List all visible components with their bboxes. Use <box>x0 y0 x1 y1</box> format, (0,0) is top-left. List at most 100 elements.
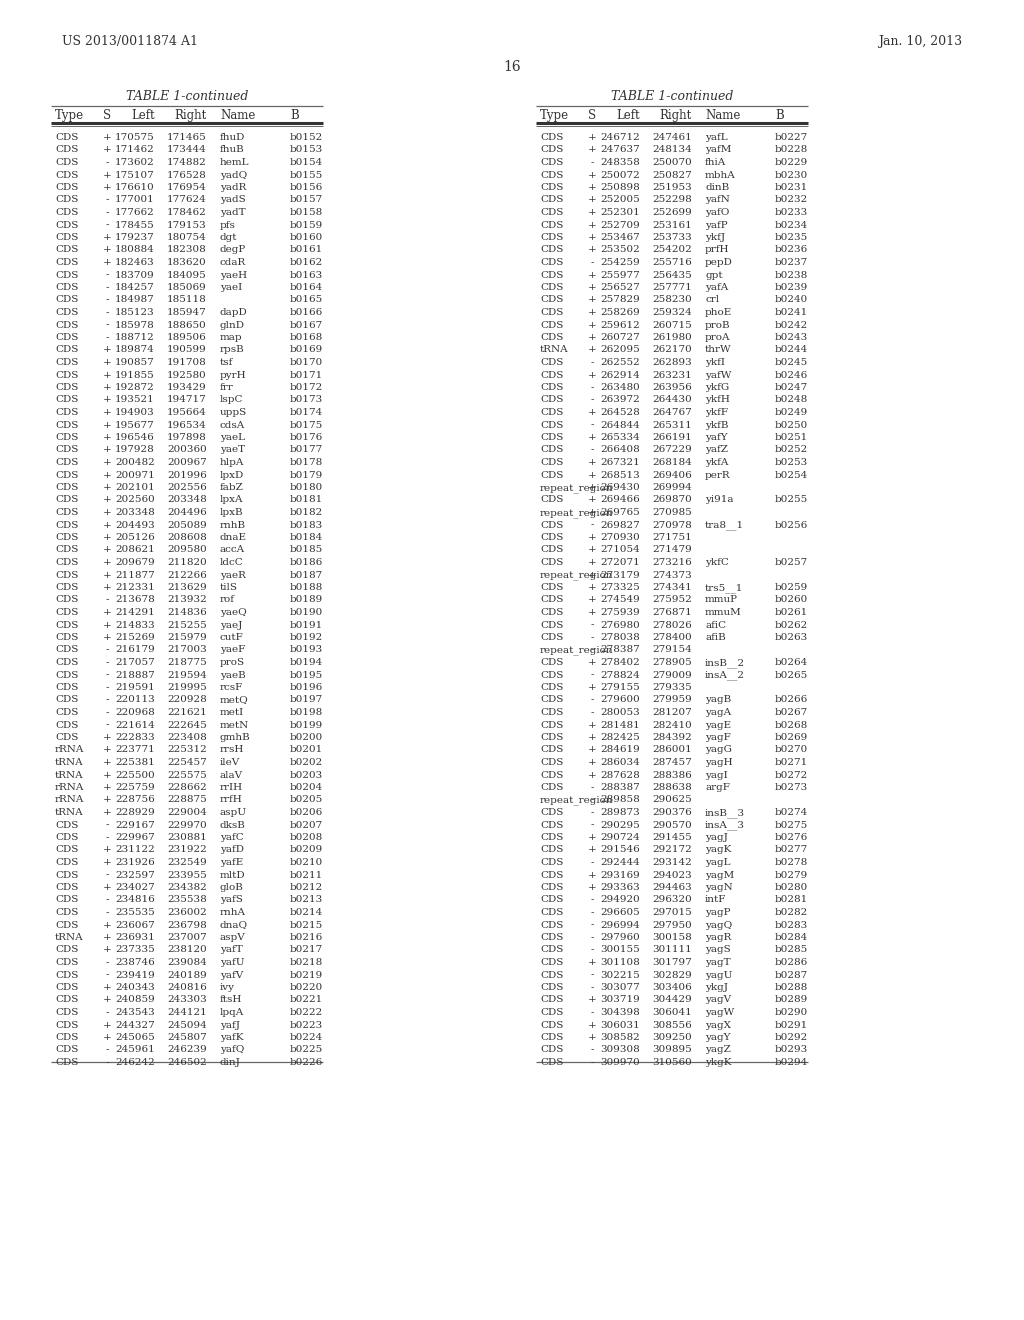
Text: 196534: 196534 <box>167 421 207 429</box>
Text: 214836: 214836 <box>167 609 207 616</box>
Text: 284392: 284392 <box>652 733 692 742</box>
Text: -: - <box>590 383 594 392</box>
Text: b0177: b0177 <box>290 446 324 454</box>
Text: insA__3: insA__3 <box>705 821 745 830</box>
Text: frr: frr <box>220 383 233 392</box>
Text: 301108: 301108 <box>600 958 640 968</box>
Text: -: - <box>105 158 109 168</box>
Text: 276980: 276980 <box>600 620 640 630</box>
Text: 265334: 265334 <box>600 433 640 442</box>
Text: CDS: CDS <box>55 945 79 954</box>
Text: CDS: CDS <box>540 1008 563 1016</box>
Text: -: - <box>105 721 109 730</box>
Text: 239419: 239419 <box>116 970 155 979</box>
Text: 190857: 190857 <box>116 358 155 367</box>
Text: 239084: 239084 <box>167 958 207 968</box>
Text: 248358: 248358 <box>600 158 640 168</box>
Text: b0211: b0211 <box>290 870 324 879</box>
Text: +: + <box>588 883 596 892</box>
Text: 266191: 266191 <box>652 433 692 442</box>
Text: 294463: 294463 <box>652 883 692 892</box>
Text: mmuM: mmuM <box>705 609 741 616</box>
Text: -: - <box>105 657 109 667</box>
Text: 232549: 232549 <box>167 858 207 867</box>
Text: -: - <box>590 783 594 792</box>
Text: CDS: CDS <box>55 470 79 479</box>
Text: 252298: 252298 <box>652 195 692 205</box>
Text: b0271: b0271 <box>775 758 808 767</box>
Text: yagX: yagX <box>705 1020 731 1030</box>
Text: b0269: b0269 <box>775 733 808 742</box>
Text: 208608: 208608 <box>167 533 207 543</box>
Text: glnD: glnD <box>220 321 245 330</box>
Text: CDS: CDS <box>540 908 563 917</box>
Text: gloB: gloB <box>220 883 244 892</box>
Text: -: - <box>590 821 594 829</box>
Text: 183620: 183620 <box>167 257 207 267</box>
Text: -: - <box>590 895 594 904</box>
Text: b0227: b0227 <box>775 133 808 143</box>
Text: b0290: b0290 <box>775 1008 808 1016</box>
Text: 240816: 240816 <box>167 983 207 993</box>
Text: b0240: b0240 <box>775 296 808 305</box>
Text: ykfF: ykfF <box>705 408 728 417</box>
Text: CDS: CDS <box>540 195 563 205</box>
Text: yagT: yagT <box>705 958 731 968</box>
Text: 288386: 288386 <box>652 771 692 780</box>
Text: +: + <box>588 246 596 255</box>
Text: rcsF: rcsF <box>220 682 244 692</box>
Text: aspV: aspV <box>220 933 246 942</box>
Text: 290625: 290625 <box>652 796 692 804</box>
Text: 185069: 185069 <box>167 282 207 292</box>
Text: CDS: CDS <box>55 682 79 692</box>
Text: 201996: 201996 <box>167 470 207 479</box>
Text: 195677: 195677 <box>116 421 155 429</box>
Text: 262170: 262170 <box>652 346 692 355</box>
Text: CDS: CDS <box>55 583 79 591</box>
Text: CDS: CDS <box>540 682 563 692</box>
Text: 200967: 200967 <box>167 458 207 467</box>
Text: b0259: b0259 <box>775 583 808 591</box>
Text: +: + <box>102 1034 112 1041</box>
Text: degP: degP <box>220 246 246 255</box>
Text: b0248: b0248 <box>775 396 808 404</box>
Text: 234027: 234027 <box>116 883 155 892</box>
Text: +: + <box>588 470 596 479</box>
Text: CDS: CDS <box>55 1034 79 1041</box>
Text: CDS: CDS <box>540 209 563 216</box>
Text: 185978: 185978 <box>116 321 155 330</box>
Text: +: + <box>102 495 112 504</box>
Text: 200971: 200971 <box>116 470 155 479</box>
Text: b0181: b0181 <box>290 495 324 504</box>
Text: metN: metN <box>220 721 249 730</box>
Text: +: + <box>102 920 112 929</box>
Text: 203348: 203348 <box>116 508 155 517</box>
Text: CDS: CDS <box>540 282 563 292</box>
Text: b0190: b0190 <box>290 609 324 616</box>
Text: 269406: 269406 <box>652 470 692 479</box>
Text: yafL: yafL <box>705 133 728 143</box>
Text: 253733: 253733 <box>652 234 692 242</box>
Text: CDS: CDS <box>55 1020 79 1030</box>
Text: b0195: b0195 <box>290 671 324 680</box>
Text: -: - <box>105 1045 109 1055</box>
Text: b0191: b0191 <box>290 620 324 630</box>
Text: 301111: 301111 <box>652 945 692 954</box>
Text: b0216: b0216 <box>290 933 324 942</box>
Text: +: + <box>588 483 596 492</box>
Text: rof: rof <box>220 595 234 605</box>
Text: 178455: 178455 <box>116 220 155 230</box>
Text: -: - <box>105 958 109 968</box>
Text: ykfJ: ykfJ <box>705 234 725 242</box>
Text: 274373: 274373 <box>652 570 692 579</box>
Text: CDS: CDS <box>540 133 563 143</box>
Text: 258230: 258230 <box>652 296 692 305</box>
Text: +: + <box>102 545 112 554</box>
Text: +: + <box>588 870 596 879</box>
Text: 267229: 267229 <box>652 446 692 454</box>
Text: b0253: b0253 <box>775 458 808 467</box>
Text: -: - <box>590 920 594 929</box>
Text: yafT: yafT <box>220 945 243 954</box>
Text: 250070: 250070 <box>652 158 692 168</box>
Text: tRNA: tRNA <box>540 346 568 355</box>
